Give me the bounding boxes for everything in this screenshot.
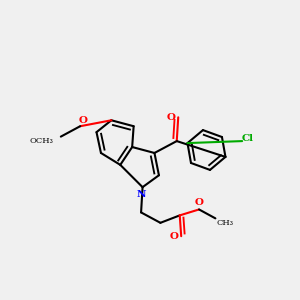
Text: O: O <box>169 232 178 241</box>
Text: N: N <box>136 190 146 199</box>
Text: Cl: Cl <box>242 134 254 142</box>
Text: OCH₃: OCH₃ <box>29 137 53 145</box>
Text: O: O <box>194 197 203 206</box>
Text: O: O <box>79 116 88 125</box>
Text: O: O <box>166 113 175 122</box>
Text: CH₃: CH₃ <box>217 219 234 227</box>
